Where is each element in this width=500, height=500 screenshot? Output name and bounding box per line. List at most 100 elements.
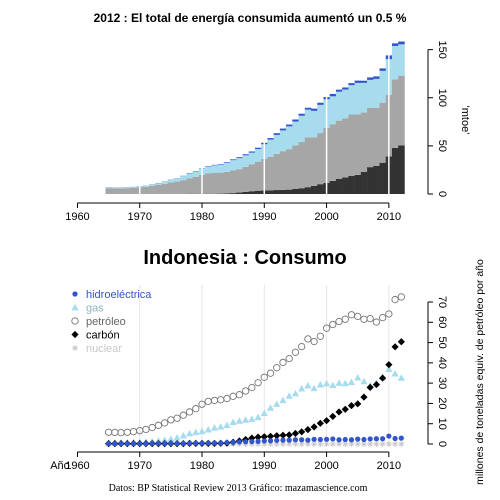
bottom-x-tick-label-1970: 1970 [127, 460, 151, 472]
point-hidro-1978 [186, 440, 193, 446]
top-bar-carbon-2005 [354, 174, 362, 194]
top-bar-gas-1982 [211, 165, 218, 174]
top-bar-carbon-1988 [248, 191, 256, 194]
point-hidro-1994 [286, 437, 292, 443]
top-x-tick-label-1990: 1990 [252, 211, 276, 223]
point-carbon-2005 [354, 400, 362, 408]
point-hidro-1992 [274, 437, 280, 443]
top-bar-gas-2007 [367, 79, 374, 108]
bottom-y-tick-label-20: 20 [436, 397, 448, 409]
point-petroleo-1988 [248, 383, 256, 392]
top-bar-gas-1999 [317, 104, 324, 134]
top-bar-hidro-2001 [329, 93, 337, 97]
top-y-tick-label-150: 150 [436, 40, 448, 58]
point-carbon-2006 [360, 393, 368, 401]
point-carbon-2000 [322, 417, 331, 425]
top-bar-carbon-1994 [286, 189, 293, 194]
point-gas-1998 [310, 384, 318, 392]
point-petroleo-1973 [154, 421, 163, 429]
point-carbon-1993 [279, 431, 287, 439]
top-bar-gas-1965 [105, 187, 113, 189]
point-gas-2003 [341, 379, 349, 387]
bottom-x-tick-label-2000: 2000 [314, 460, 338, 472]
bottom-x-axis-label: Año [50, 460, 70, 472]
point-hidro-1967 [118, 440, 124, 447]
bottom-scatter-points [104, 293, 405, 448]
top-bar-gas-2008 [373, 78, 380, 108]
top-bar-hidro-1999 [317, 102, 324, 105]
point-gas-1992 [273, 400, 281, 407]
point-hidro-2008 [373, 436, 380, 442]
point-hidro-2002 [336, 437, 342, 443]
top-y-tick-label-50: 50 [436, 140, 448, 152]
top-bar-gas-1973 [155, 183, 162, 185]
point-petroleo-2001 [329, 320, 337, 329]
top-bar-gas-2009 [379, 70, 387, 103]
top-bar-carbon-1998 [311, 185, 318, 194]
point-petroleo-1966 [111, 428, 119, 437]
top-bar-petroleo-1982 [211, 173, 218, 194]
top-bar-carbon-1999 [317, 184, 324, 194]
top-bar-petroleo-1975 [167, 182, 175, 194]
point-petroleo-2003 [341, 315, 349, 323]
point-hidro-1984 [224, 439, 230, 446]
point-gas-2001 [329, 381, 337, 389]
point-gas-1999 [316, 380, 324, 388]
point-petroleo-1978 [185, 408, 194, 416]
point-hidro-2010 [386, 433, 392, 439]
point-gas-2005 [354, 374, 362, 381]
top-bar-gas-1976 [173, 178, 181, 182]
point-hidro-2011 [392, 435, 398, 442]
top-bar-gas-1989 [254, 148, 262, 162]
point-gas-2011 [391, 370, 399, 377]
bottom-y-axis-label: millones de toneladas equiv. de petróleo… [474, 259, 486, 485]
point-petroleo-2000 [322, 324, 331, 332]
top-bar-gas-2006 [360, 82, 368, 113]
point-hidro-1977 [180, 440, 186, 446]
top-bar-hidro-2008 [373, 76, 380, 79]
point-petroleo-1965 [104, 428, 113, 436]
top-bar-hidro-2005 [354, 80, 362, 83]
bottom-x-tick-label-1990: 1990 [252, 460, 276, 472]
legend-label-hidro: hidroeléctrica [86, 289, 152, 301]
legend-marker-petroleo [71, 317, 79, 325]
top-bar-petroleo-1979 [192, 176, 200, 194]
top-bar-carbon-1985 [230, 193, 237, 194]
top-bar-gas-1994 [286, 126, 293, 150]
point-carbon-1997 [304, 425, 312, 434]
top-bar-carbon-2004 [348, 175, 355, 194]
top-bar-petroleo-1968 [124, 188, 131, 194]
bottom-y-tick-label-60: 60 [436, 316, 448, 328]
top-bar-hidro-2003 [342, 87, 349, 90]
point-nuclear-1995 [292, 441, 299, 447]
point-gas-2000 [322, 379, 331, 387]
top-bar-gas-2003 [342, 89, 349, 119]
point-hidro-1993 [280, 437, 286, 443]
top-bar-hidro-1998 [311, 108, 318, 111]
top-bar-hidro-1997 [304, 107, 312, 110]
point-hidro-1995 [292, 437, 299, 443]
top-bar-petroleo-1996 [298, 142, 306, 189]
point-hidro-2006 [361, 436, 367, 443]
point-petroleo-1982 [210, 396, 219, 405]
point-gas-1979 [192, 428, 200, 436]
point-hidro-1985 [230, 439, 236, 445]
point-gas-1984 [223, 421, 231, 429]
point-gas-1991 [266, 404, 275, 411]
bottom-y-tick-label-10: 10 [436, 418, 448, 430]
top-bar-gas-2002 [335, 91, 343, 121]
top-bar-gas-1969 [130, 187, 137, 188]
point-hidro-2003 [342, 436, 348, 443]
point-hidro-1968 [124, 440, 130, 447]
legend-label-nuclear: nuclear [86, 343, 122, 355]
top-bar-carbon-1995 [292, 189, 299, 194]
top-bar-gas-1984 [223, 163, 231, 172]
point-carbon-1996 [298, 428, 306, 436]
top-bar-petroleo-1978 [186, 178, 193, 194]
top-bar-petroleo-1985 [230, 170, 237, 194]
point-carbon-2008 [372, 380, 381, 389]
point-hidro-1970 [137, 440, 143, 447]
top-x-tick-label-1970: 1970 [127, 211, 151, 223]
top-bar-petroleo-1974 [161, 183, 169, 194]
